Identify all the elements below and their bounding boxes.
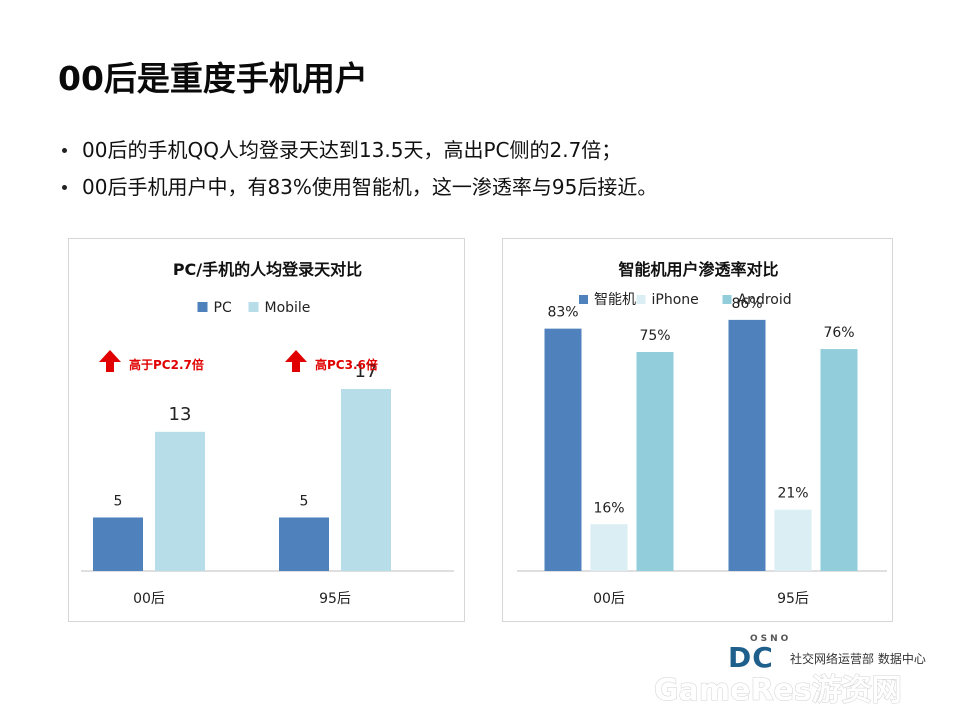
- data-label: 5: [114, 493, 123, 509]
- data-label: 16%: [593, 500, 624, 516]
- category-label: 00后: [593, 591, 625, 607]
- legend-swatch-1: [636, 295, 646, 304]
- bar-pc-0: [93, 517, 143, 571]
- annotation-label: 高PC3.6倍: [315, 357, 378, 372]
- category-label: 00后: [133, 591, 165, 607]
- bar-iphone-0: [590, 524, 628, 571]
- category-label: 95后: [319, 591, 351, 607]
- legend-label: iPhone: [652, 292, 699, 308]
- dc-logo: OSNO DC 社交网络运营部 数据中心: [728, 634, 926, 672]
- logo-dept-text: 社交网络运营部 数据中心: [790, 651, 926, 666]
- data-label: 75%: [639, 328, 670, 344]
- bar-android-1: [820, 349, 858, 571]
- chart-panel-smartphone-penetration: 智能机用户渗透率对比智能机 iPhone Android 83% 16% 75% 00后 86…: [502, 238, 893, 622]
- bar-android-0: [636, 352, 674, 571]
- up-arrow-icon: [99, 350, 121, 372]
- chart-title: PC/手机的人均登录天对比: [173, 260, 362, 279]
- data-label: 83%: [547, 305, 578, 321]
- login-days-chart: PC/手机的人均登录天对比 PC Mobile 5 13 00后 高于PC2.7倍 5 17 95…: [81, 260, 454, 607]
- bar-mobile-1: [341, 389, 391, 571]
- legend-label: 智能机: [594, 292, 636, 308]
- legend-label: Mobile: [265, 300, 311, 316]
- bar-mobile-0: [155, 431, 205, 571]
- bar-智能机-1: [728, 319, 766, 571]
- legend-label: PC: [214, 300, 232, 316]
- data-label: 17: [355, 361, 378, 382]
- bullet-list: 00后的手机QQ人均登录天达到13.5天，高出PC侧的2.7倍； 00后手机用户…: [62, 132, 657, 206]
- annotation-label: 高于PC2.7倍: [129, 357, 204, 372]
- data-label: 21%: [777, 486, 808, 502]
- legend-swatch-0: [197, 302, 208, 312]
- chart-title: 智能机用户渗透率对比: [618, 260, 778, 279]
- legend-label: Android: [738, 292, 792, 308]
- logo-main-text: DC: [728, 641, 774, 672]
- data-label: 5: [300, 493, 309, 509]
- data-label: 13: [169, 404, 192, 425]
- bar-pc-1: [279, 517, 329, 571]
- logo-top-text: OSNO: [750, 634, 791, 644]
- bullet-item: 00后手机用户中，有83%使用智能机，这一渗透率与95后接近。: [62, 169, 657, 206]
- bar-智能机-0: [544, 328, 582, 571]
- category-label: 95后: [777, 591, 809, 607]
- chart-panel-login-days: PC/手机的人均登录天对比 PC Mobile 5 13 00后 高于PC2.7倍 5 17 95…: [68, 238, 465, 622]
- data-label: 86%: [731, 296, 762, 312]
- bullet-item: 00后的手机QQ人均登录天达到13.5天，高出PC侧的2.7倍；: [62, 132, 657, 169]
- gameres-watermark: GameRes游资网: [654, 673, 903, 709]
- data-label: 76%: [823, 325, 854, 341]
- slide-title: 00后是重度手机用户: [58, 59, 368, 98]
- bar-iphone-1: [774, 509, 812, 571]
- legend-swatch-0: [579, 295, 588, 304]
- up-arrow-icon: [285, 350, 307, 372]
- watermark-text: GameRes游资网: [654, 673, 902, 708]
- legend-swatch-1: [248, 302, 259, 312]
- legend-swatch-2: [722, 295, 732, 304]
